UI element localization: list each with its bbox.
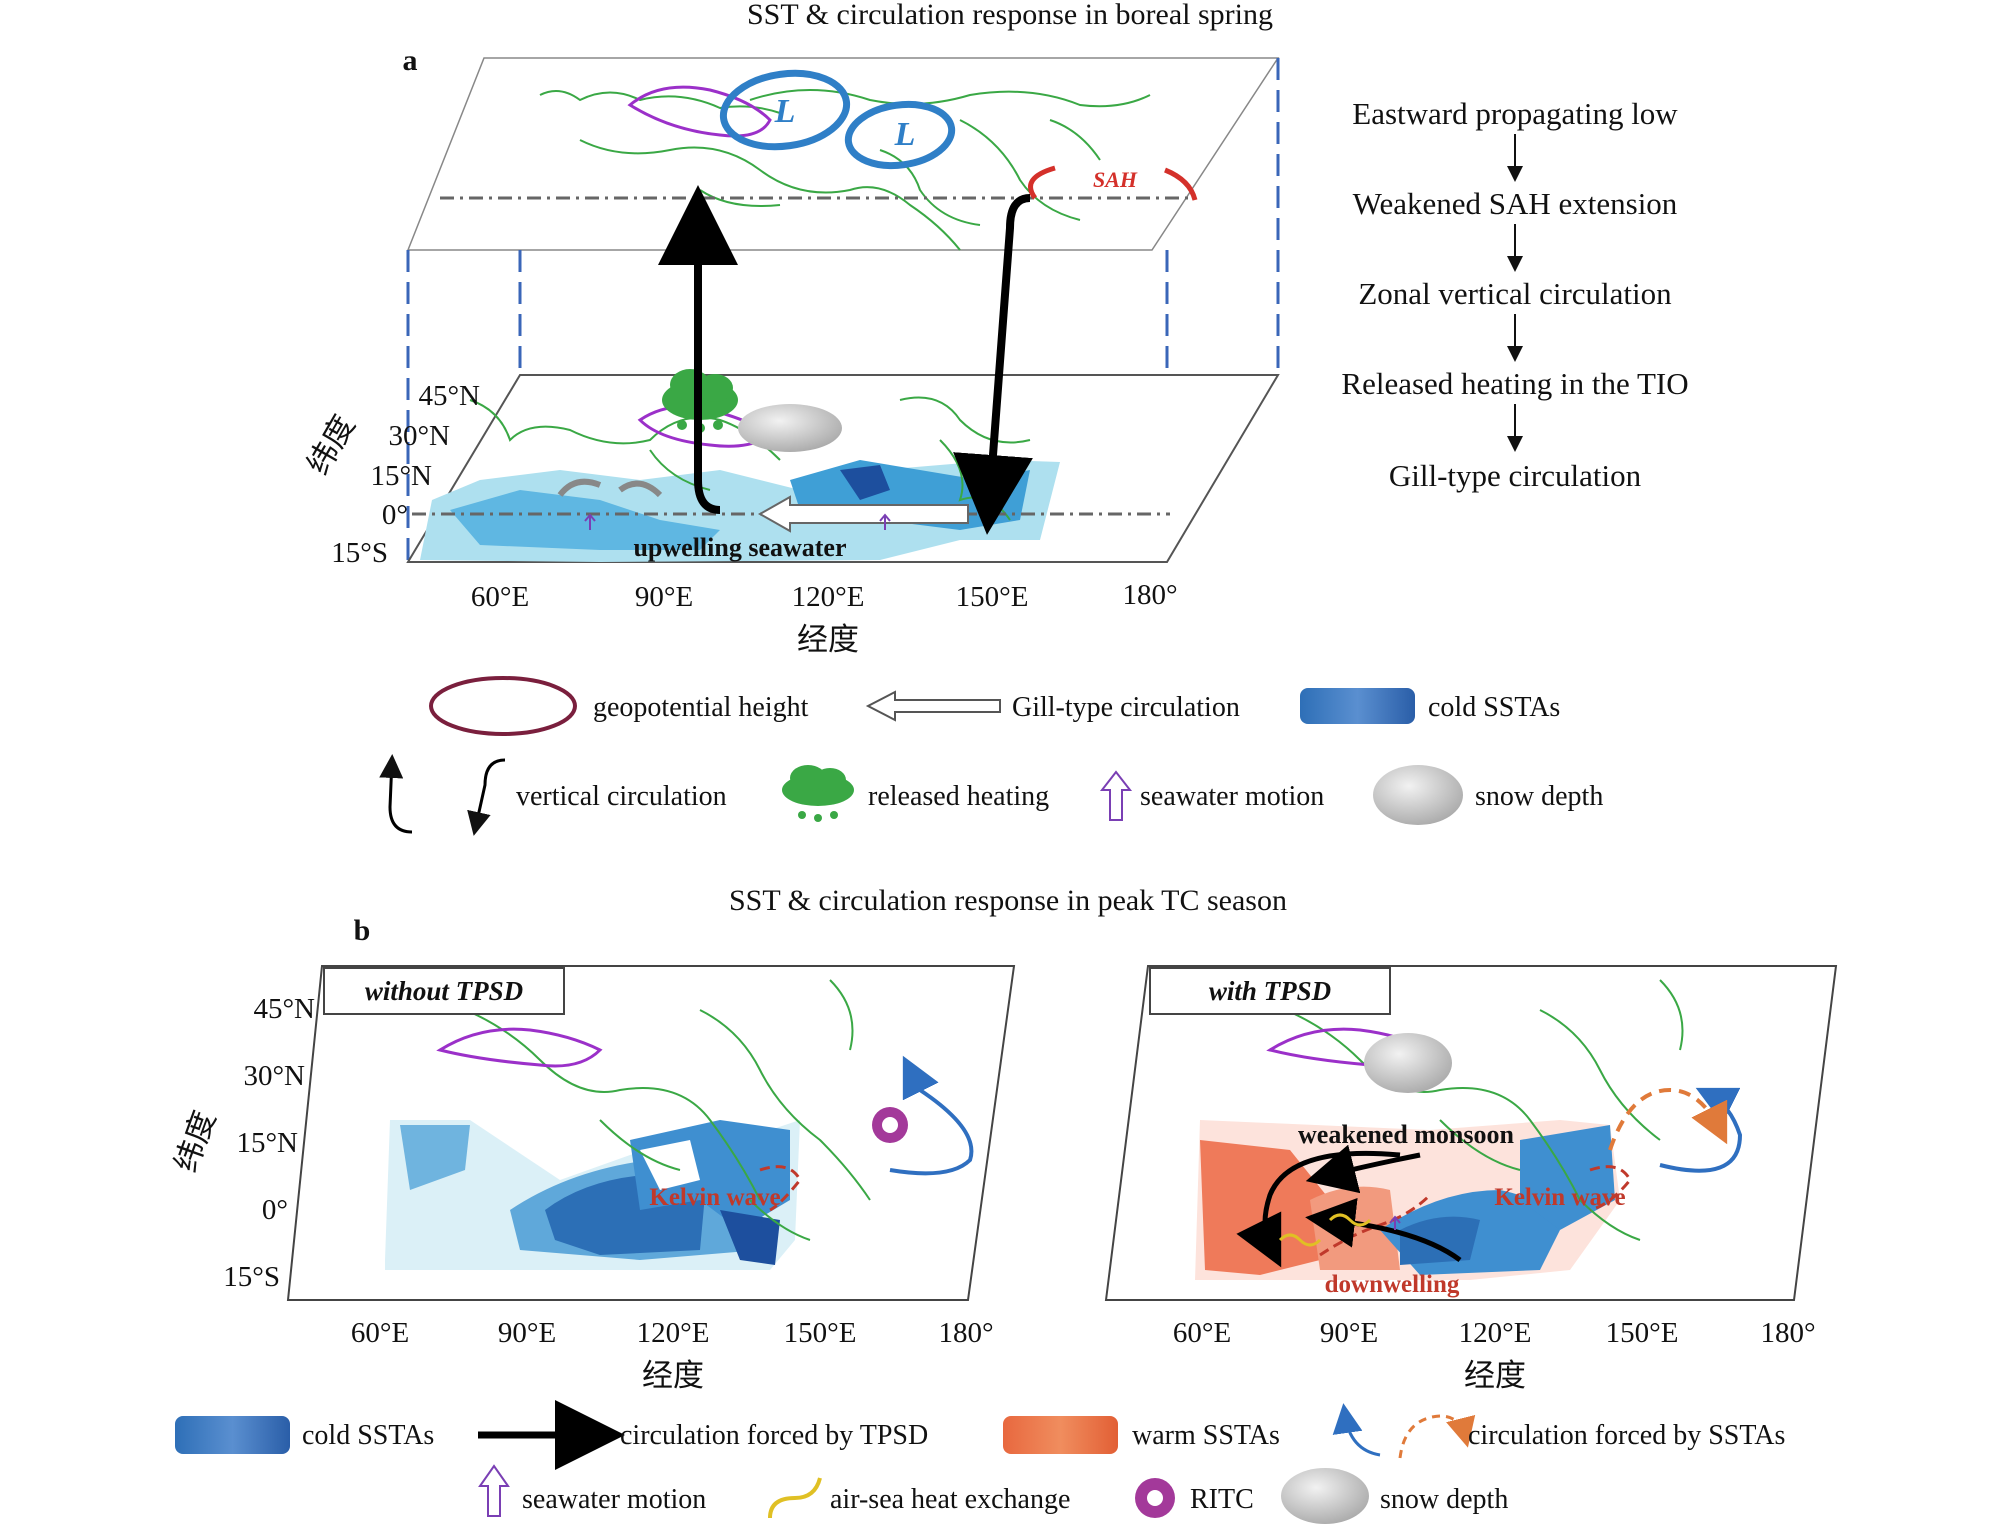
bl-lon-120E: 120°E <box>637 1317 710 1349</box>
legend-seawater-a: seawater motion <box>1140 781 1324 812</box>
ssta-orange-symbol <box>1398 1414 1476 1459</box>
a-lat-axis-label: 纬度 <box>300 409 362 481</box>
panel-b-right-lon-ticks: 60°E 90°E 120°E 150°E 180° <box>1173 1317 1816 1349</box>
a-lon-180: 180° <box>1122 579 1177 611</box>
flow-chain: Eastward propagating low Weakened SAH ex… <box>1341 96 1688 493</box>
flow-step-4: Released heating in the TIO <box>1341 366 1688 401</box>
seawater-symbol-a <box>1099 770 1133 821</box>
legend-heating: released heating <box>868 781 1049 812</box>
bl-lon-150E: 150°E <box>784 1317 857 1349</box>
kelvin-left: Kelvin wave <box>649 1184 780 1211</box>
upper-layer: L L SAH <box>406 57 1280 251</box>
snow-symbol-b <box>1281 1468 1369 1524</box>
legend-cold-b: cold SSTAs <box>302 1420 434 1451</box>
b-lat-45N: 45°N <box>253 993 315 1025</box>
snow-on-map <box>1364 1033 1452 1093</box>
upwelling-label: upwelling seawater <box>633 533 846 562</box>
b-lat-15N: 15°N <box>236 1127 298 1159</box>
panel-a-lat-ticks: 45°N 30°N 15°N 0° 15°S <box>331 380 480 569</box>
legend-snow-a: snow depth <box>1475 781 1603 812</box>
snow-symbol-a <box>1373 765 1463 825</box>
b-lat-30N: 30°N <box>243 1060 305 1092</box>
a-lon-120E: 120°E <box>792 581 865 613</box>
legend-snow-b: snow depth <box>1380 1484 1508 1515</box>
flow-step-5: Gill-type circulation <box>1389 458 1642 493</box>
panel-b-title: SST & circulation response in peak TC se… <box>729 884 1287 917</box>
a-lat-15S: 15°S <box>331 537 388 569</box>
flow-step-2: Weakened SAH extension <box>1353 186 1678 221</box>
ritc-on-map <box>872 1107 908 1143</box>
legend-tpsd: circulation forced by TPSD <box>620 1420 928 1451</box>
a-lon-150E: 150°E <box>956 581 1029 613</box>
panel-b-left-lon-ticks: 60°E 90°E 120°E 150°E 180° <box>351 1317 994 1349</box>
gill-symbol <box>865 690 1001 722</box>
legend-seawater-b: seawater motion <box>522 1484 706 1515</box>
map-left: Kelvin wave without TPSD <box>286 965 1016 1301</box>
warm-symbol <box>1003 1416 1118 1454</box>
legend-b: cold SSTAs circulation forced by TPSD wa… <box>175 1400 1785 1524</box>
legend-ssta: circulation forced by SSTAs <box>1468 1420 1785 1451</box>
a-lat-30N: 30°N <box>388 420 450 452</box>
br-lon-150E: 150°E <box>1606 1317 1679 1349</box>
a-lat-15N: 15°N <box>370 460 432 492</box>
sah-label: SAH <box>1093 167 1138 192</box>
geopotential-symbol <box>429 676 577 736</box>
cold-symbol-b <box>175 1416 290 1454</box>
cold-symbol <box>1300 688 1415 724</box>
ssta-blue-symbol <box>1332 1403 1381 1457</box>
lower-layer: upwelling seawater <box>406 374 1280 563</box>
b-lat-axis-label: 纬度 <box>168 1106 223 1177</box>
a-lon-axis-label: 经度 <box>797 622 859 658</box>
b-lat-0: 0° <box>262 1194 288 1226</box>
weakened-monsoon-label: weakened monsoon <box>1298 1120 1515 1149</box>
kelvin-right: Kelvin wave <box>1494 1184 1625 1211</box>
b-lat-15S: 15°S <box>223 1261 280 1293</box>
br-lon-180: 180° <box>1760 1317 1815 1349</box>
panel-a-title: SST & circulation response in boreal spr… <box>747 0 1273 31</box>
legend-geopotential: geopotential height <box>593 692 809 723</box>
without-tpsd-tag: without TPSD <box>365 976 523 1006</box>
low-label-2: L <box>894 116 916 153</box>
br-lon-120E: 120°E <box>1459 1317 1532 1349</box>
a-lat-45N: 45°N <box>418 380 480 412</box>
br-lon-60E: 60°E <box>1173 1317 1231 1349</box>
legend-vertical: vertical circulation <box>516 781 727 812</box>
flow-step-3: Zonal vertical circulation <box>1358 276 1672 311</box>
with-tpsd-tag: with TPSD <box>1209 976 1331 1006</box>
bl-lon-axis-label: 经度 <box>642 1358 704 1394</box>
a-lon-90E: 90°E <box>635 581 693 613</box>
panel-b-letter: b <box>354 914 371 947</box>
br-lon-90E: 90°E <box>1320 1317 1378 1349</box>
panel-a-lon-ticks: 60°E 90°E 120°E 150°E 180° <box>471 579 1178 613</box>
panel-a-letter: a <box>403 44 418 77</box>
legend-a: geopotential height Gill-type circulatio… <box>379 676 1603 836</box>
bl-lon-180: 180° <box>938 1317 993 1349</box>
legend-gill: Gill-type circulation <box>1012 692 1240 723</box>
flow-step-1: Eastward propagating low <box>1352 96 1678 131</box>
airsea-symbol <box>768 1477 822 1519</box>
legend-ritc: RITC <box>1190 1484 1254 1515</box>
bl-lon-90E: 90°E <box>498 1317 556 1349</box>
low-label-1: L <box>774 93 796 130</box>
vertical-circulation-arrows <box>658 185 1033 535</box>
br-lon-axis-label: 经度 <box>1464 1358 1526 1394</box>
a-lat-0: 0° <box>382 499 408 531</box>
heating-symbol <box>782 765 854 822</box>
bl-lon-60E: 60°E <box>351 1317 409 1349</box>
seawater-symbol-b <box>478 1464 510 1517</box>
legend-cold: cold SSTAs <box>1428 692 1560 723</box>
panel-b-left-lat-ticks: 45°N 30°N 15°N 0° 15°S <box>223 993 315 1293</box>
ritc-symbol <box>1135 1478 1175 1518</box>
map-right: weakened monsoon Kelvin wave downwelling… <box>1104 965 1838 1301</box>
legend-airsea: air-sea heat exchange <box>830 1484 1070 1515</box>
a-lon-60E: 60°E <box>471 581 529 613</box>
downwelling-label: downwelling <box>1325 1271 1460 1298</box>
legend-warm: warm SSTAs <box>1132 1420 1280 1451</box>
